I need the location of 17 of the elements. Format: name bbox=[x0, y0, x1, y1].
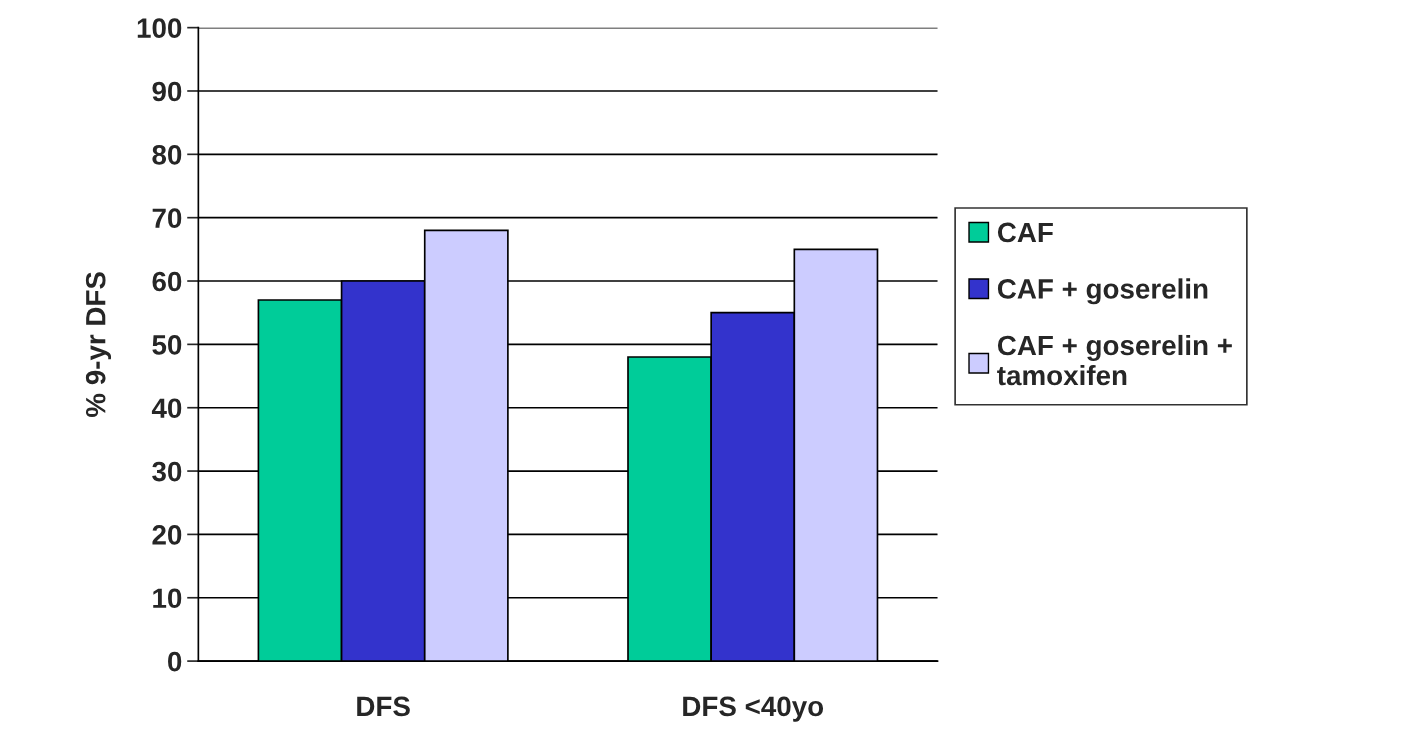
x-tick-label: DFS bbox=[357, 696, 410, 717]
y-tick-label: 80 bbox=[152, 145, 182, 165]
y-tick-label: 20 bbox=[152, 525, 182, 545]
y-axis-title: % 9-yr DFS bbox=[85, 272, 112, 417]
x-tick-label: DFS <40yo bbox=[683, 696, 824, 722]
legend-label: CAF + goserelin + tamoxifen bbox=[997, 334, 1232, 386]
y-tick-label: 70 bbox=[152, 208, 182, 229]
y-tick-label: 10 bbox=[153, 588, 182, 609]
y-tick-label: 100 bbox=[137, 18, 182, 38]
y-tick-label: 90 bbox=[152, 81, 182, 102]
legend-label: CAF + goserelin bbox=[997, 278, 1208, 305]
y-tick-label: 30 bbox=[152, 461, 182, 482]
legend-label: CAF bbox=[997, 222, 1053, 243]
y-tick-label: 40 bbox=[151, 398, 182, 419]
y-tick-label: 60 bbox=[152, 271, 182, 292]
y-tick-label: 0 bbox=[168, 651, 182, 672]
y-tick-label: 50 bbox=[152, 335, 182, 355]
